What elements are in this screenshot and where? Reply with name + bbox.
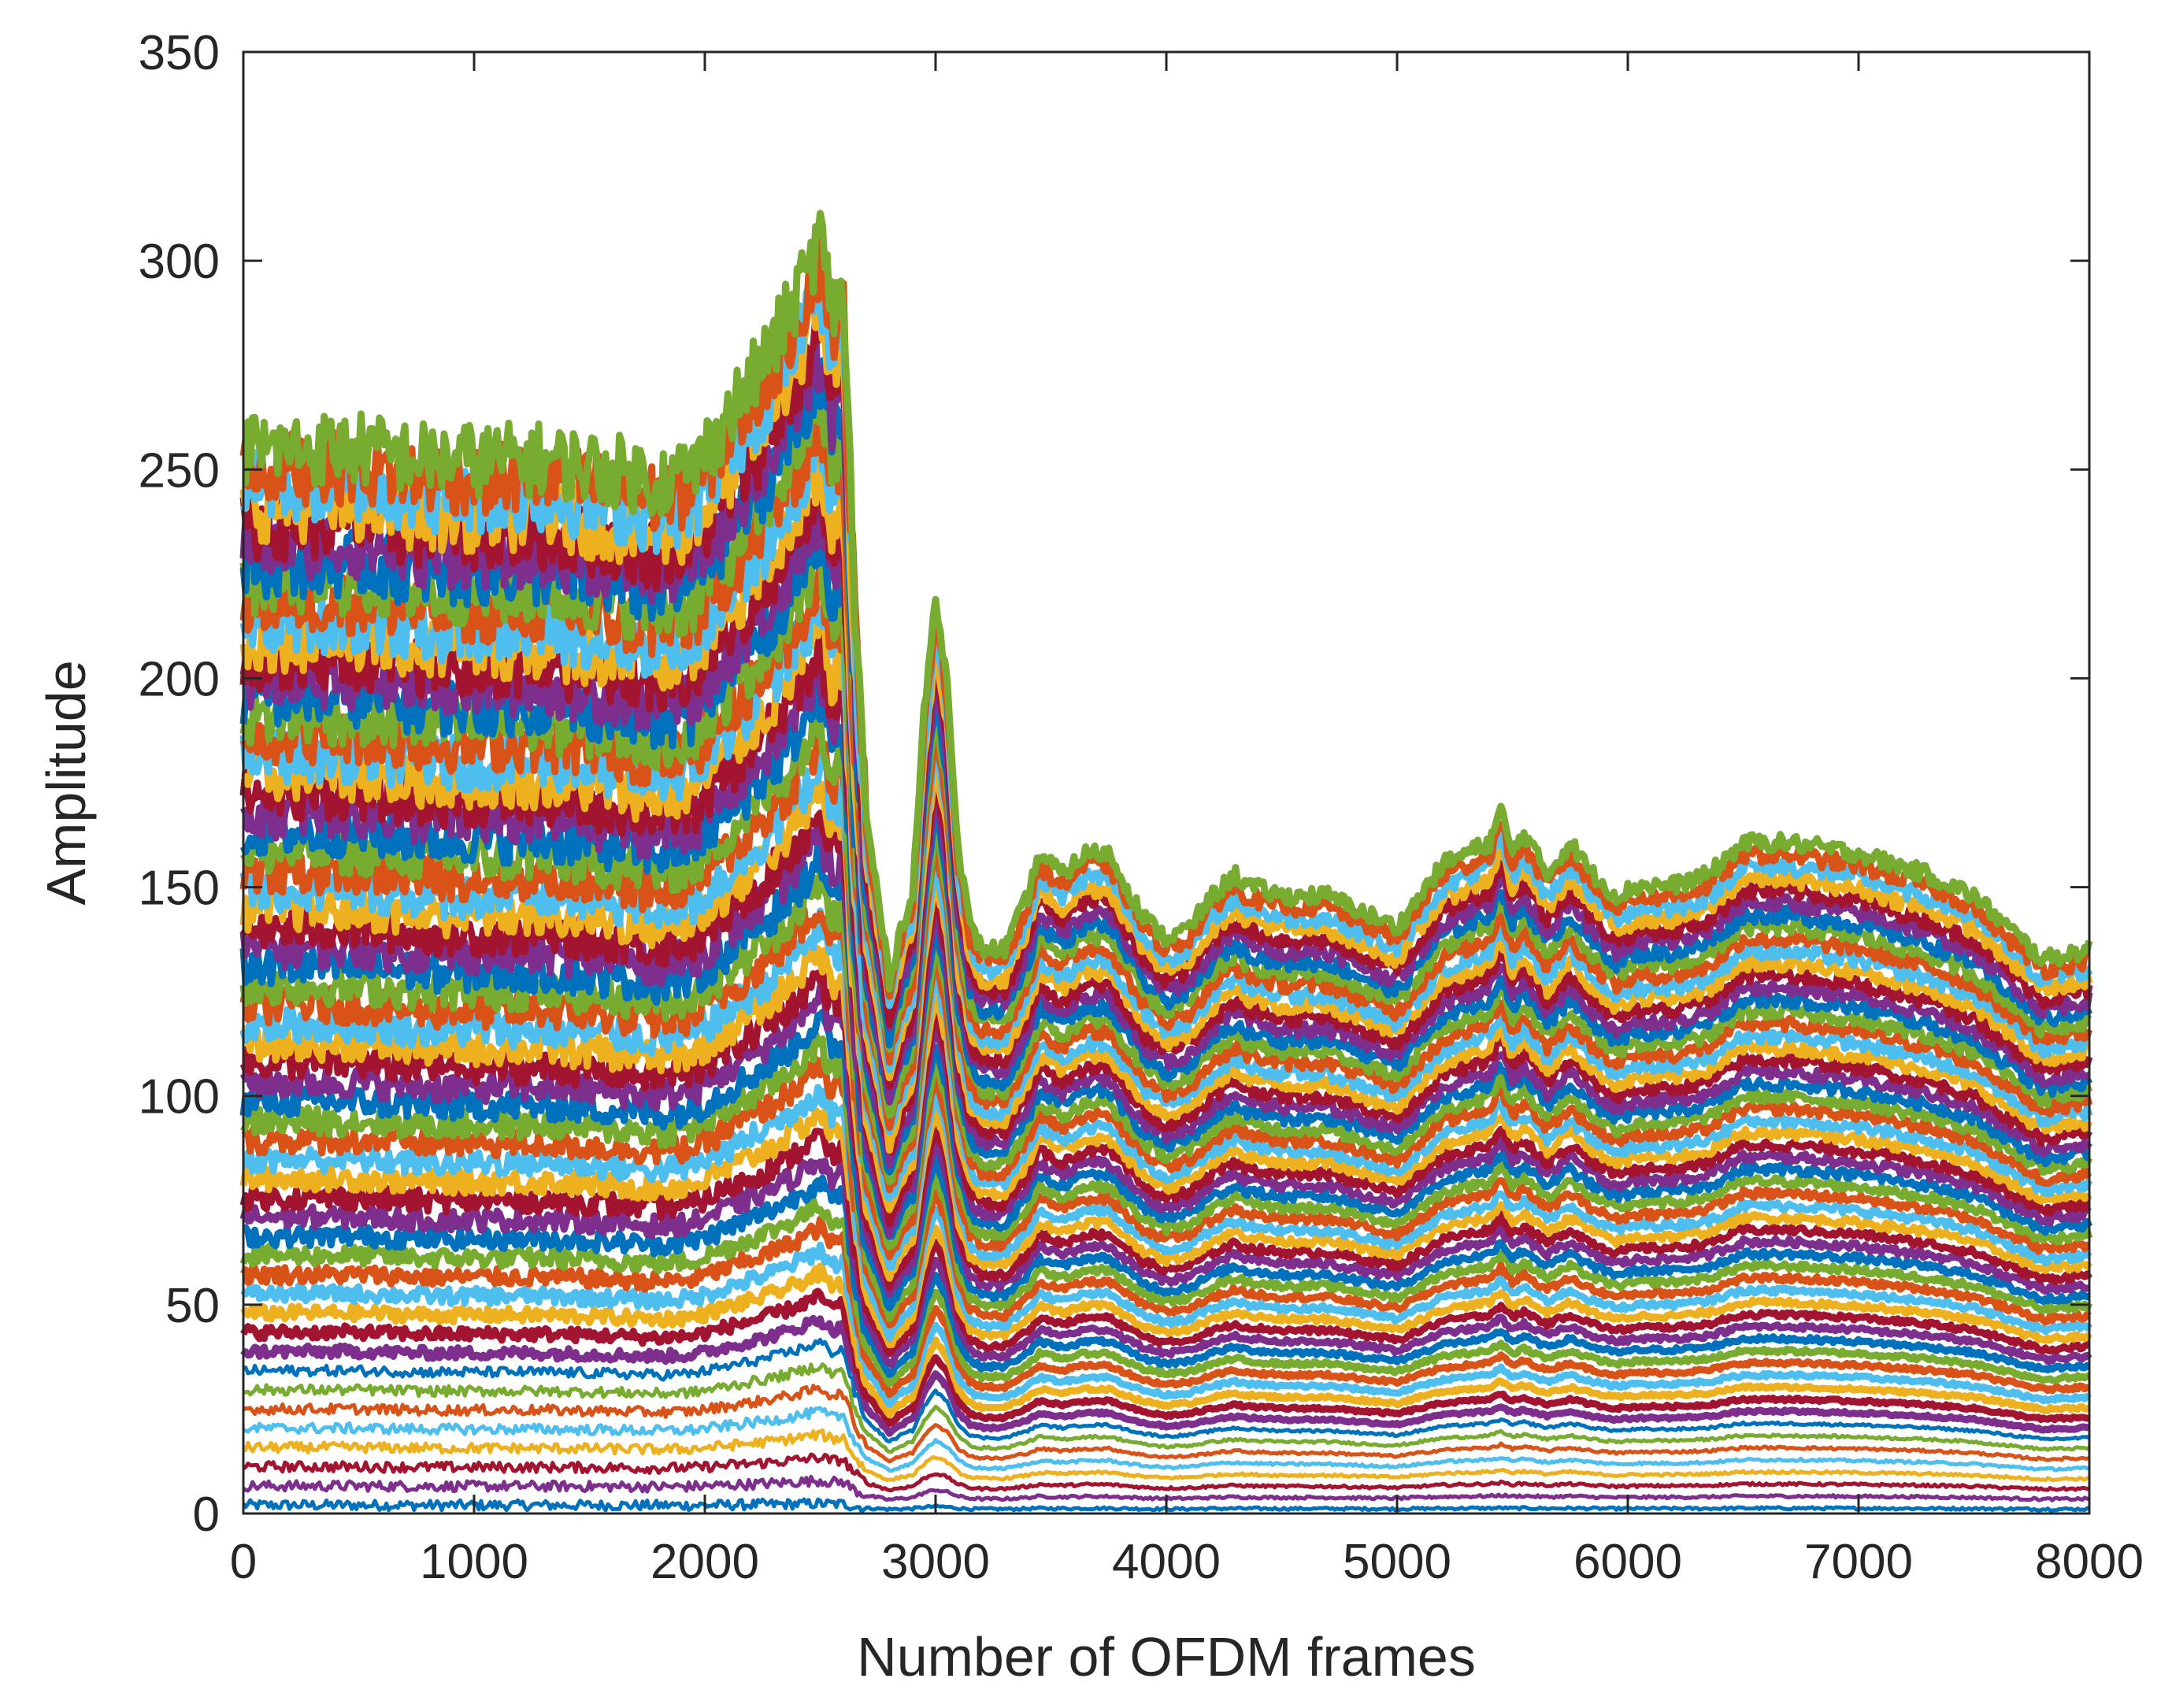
series-line [242, 1406, 2090, 1473]
x-tick-label: 4000 [1112, 1535, 1221, 1589]
series-line [239, 1106, 2092, 1349]
y-tick-label: 250 [139, 443, 220, 498]
x-tick-label: 8000 [2035, 1535, 2144, 1589]
series-line [239, 907, 2092, 1271]
x-tick-label: 7000 [1804, 1535, 1913, 1589]
series-line [242, 1452, 2090, 1493]
series-line [239, 295, 2093, 1010]
y-tick-label: 350 [139, 26, 220, 80]
series-line [240, 1241, 2092, 1408]
series-line [239, 983, 2091, 1299]
series-line [239, 865, 2093, 1250]
series-line [239, 1009, 2091, 1312]
series-line [239, 906, 2091, 1261]
series-line [240, 1287, 2091, 1427]
series-layer [239, 209, 2093, 1514]
series-line [242, 1174, 2091, 1378]
y-tick-label: 150 [139, 861, 220, 916]
series-line [239, 1158, 2092, 1369]
series-line [240, 1215, 2091, 1399]
series-line [240, 1314, 2091, 1437]
y-axis-ticks: 0 50 100 150 200 250 300 350 [139, 26, 2089, 1542]
series-line [239, 1128, 2091, 1358]
x-tick-label: 2000 [650, 1535, 759, 1589]
x-tick-label: 6000 [1573, 1535, 1682, 1589]
series-line [240, 810, 2092, 1228]
y-tick-label: 0 [193, 1488, 220, 1542]
series-line [239, 273, 2093, 1010]
series-line [239, 680, 2091, 1176]
y-tick-label: 300 [139, 235, 220, 289]
x-axis-ticks: 0 1000 2000 3000 4000 5000 6000 7000 8000 [230, 52, 2144, 1589]
series-line [239, 632, 2093, 1156]
series-line [243, 1428, 2090, 1483]
series-line [239, 485, 2091, 1106]
y-tick-label: 50 [165, 1279, 220, 1333]
series-line [239, 1030, 2093, 1323]
series-line [242, 1384, 2090, 1464]
series-line [239, 944, 2092, 1282]
y-tick-label: 200 [139, 652, 220, 706]
series-line [239, 962, 2092, 1291]
x-tick-label: 0 [230, 1535, 257, 1589]
x-axis-label: Number of OFDM frames [857, 1626, 1476, 1688]
series-line [240, 1262, 2091, 1419]
series-line [243, 1362, 2091, 1454]
series-line [240, 610, 2093, 1154]
y-tick-label: 100 [139, 1070, 220, 1124]
series-line [239, 1196, 2091, 1388]
series-line [241, 1055, 2092, 1329]
series-line [239, 316, 2093, 1028]
x-tick-label: 5000 [1343, 1535, 1451, 1589]
x-tick-label: 1000 [420, 1535, 528, 1589]
x-tick-label: 3000 [881, 1535, 990, 1589]
series-line [242, 1084, 2092, 1342]
series-line [239, 780, 2092, 1213]
series-line [243, 1337, 2091, 1444]
series-line [242, 209, 2093, 993]
series-line [239, 815, 2092, 1239]
y-axis-label: Amplitude [35, 660, 97, 905]
